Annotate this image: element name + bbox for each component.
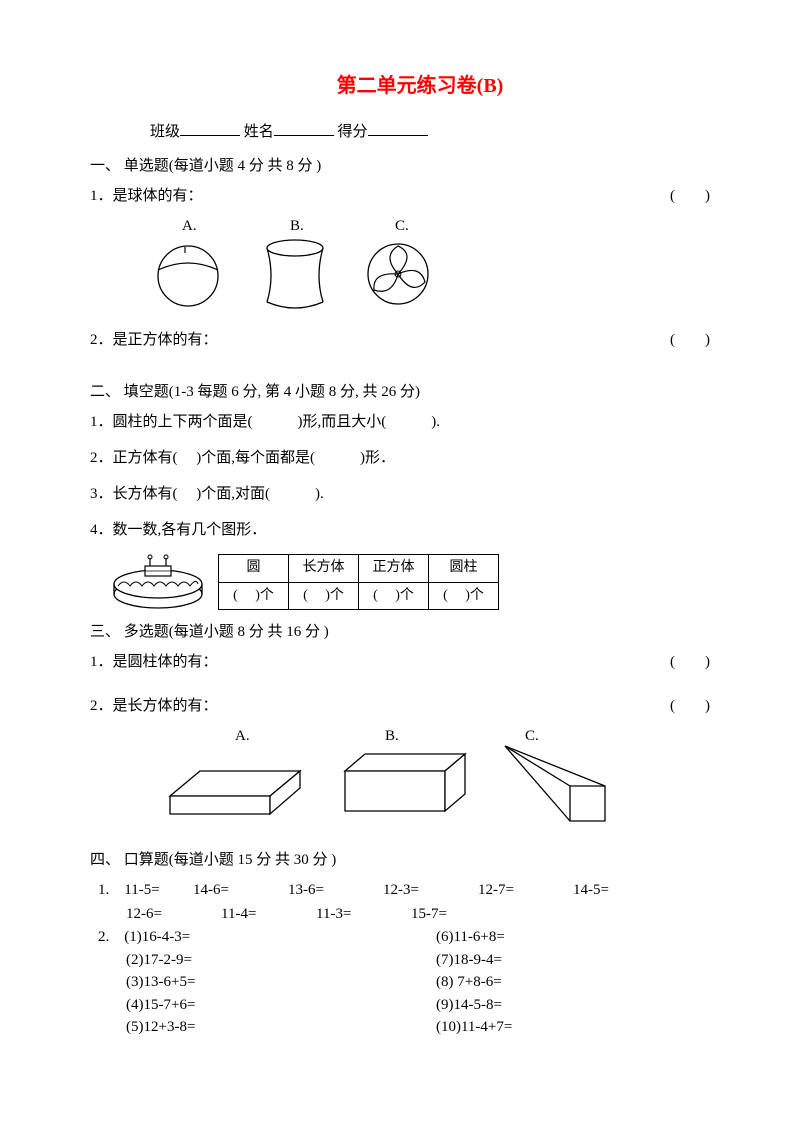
q2-9: (9)14-5-8= — [436, 994, 710, 1017]
label-class: 班级 — [150, 124, 180, 140]
c5: 12-7= — [478, 878, 573, 902]
s1-q1-figure: A. B. C. — [150, 216, 710, 316]
calc-row1b: 12-6= 11-4= 11-3= 15-7= — [126, 902, 710, 926]
s3-q2: 2．是长方体的有： ( ) — [90, 694, 710, 718]
label-name: 姓名 — [244, 124, 274, 140]
cell-cuboid[interactable]: ( )个 — [289, 582, 359, 609]
th-cube: 正方体 — [359, 555, 429, 582]
s2-q4: 4．数一数,各有几个图形． — [90, 518, 710, 542]
c10: 15-7= — [411, 902, 506, 926]
blank-name[interactable] — [274, 121, 334, 136]
s3-q1-answer[interactable]: ( ) — [670, 650, 710, 674]
label-a: A. — [182, 218, 197, 234]
s1-q2-text: 2．是正方体的有： — [90, 332, 218, 348]
section3-header: 三、 多选题(每道小题 8 分 共 16 分 ) — [90, 620, 710, 644]
s2-q2: 2．正方体有( )个面,每个面都是( )形． — [90, 446, 710, 470]
label-c: C. — [395, 218, 409, 234]
s3-q1: 1．是圆柱体的有： ( ) — [90, 650, 710, 674]
section2-header: 二、 填空题(1-3 每题 6 分, 第 4 小题 8 分, 共 26 分) — [90, 380, 710, 404]
q2-4: (4)15-7+6= — [126, 994, 400, 1017]
cell-cylinder[interactable]: ( )个 — [429, 582, 499, 609]
s3-q1-text: 1．是圆柱体的有： — [90, 654, 218, 670]
s1-q2: 2．是正方体的有： ( ) — [90, 328, 710, 352]
count-table: 圆 长方体 正方体 圆柱 ( )个 ( )个 ( )个 ( )个 — [218, 554, 499, 610]
sphere-options-svg: A. B. C. — [150, 216, 450, 316]
q2-1: 2. (1)16-4-3= — [98, 926, 400, 949]
label-c: C. — [525, 728, 539, 744]
s2-q3: 3．长方体有( )个面,对面( ). — [90, 482, 710, 506]
label-a: A. — [235, 728, 250, 744]
th-cylinder: 圆柱 — [429, 555, 499, 582]
s2-q1: 1．圆柱的上下两个面是( )形,而且大小( ). — [90, 410, 710, 434]
student-info: 班级 姓名 得分 — [150, 120, 710, 144]
blank-class[interactable] — [180, 121, 240, 136]
s1-q2-answer[interactable]: ( ) — [670, 328, 710, 352]
label-b: B. — [290, 218, 304, 234]
th-circle: 圆 — [219, 555, 289, 582]
cake-shape-icon — [108, 550, 208, 614]
q2-5: (5)12+3-8= — [126, 1016, 400, 1039]
section1-header: 一、 单选题(每道小题 4 分 共 8 分 ) — [90, 154, 710, 178]
s1-q1-text: 1．是球体的有： — [90, 188, 203, 204]
q2-2: (2)17-2-9= — [126, 949, 400, 972]
cell-circle[interactable]: ( )个 — [219, 582, 289, 609]
s3-q2-answer[interactable]: ( ) — [670, 694, 710, 718]
calc-q2: 2. (1)16-4-3= (2)17-2-9= (3)13-6+5= (4)1… — [90, 926, 710, 1039]
c3: 13-6= — [288, 878, 383, 902]
calc-col1: 2. (1)16-4-3= (2)17-2-9= (3)13-6+5= (4)1… — [90, 926, 400, 1039]
section4-header: 四、 口算题(每道小题 15 分 共 30 分 ) — [90, 848, 710, 872]
c6: 14-5= — [573, 878, 668, 902]
label-score: 得分 — [338, 124, 368, 140]
s2-q4-content: 圆 长方体 正方体 圆柱 ( )个 ( )个 ( )个 ( )个 — [90, 550, 710, 614]
c1: 1. 11-5= — [98, 878, 193, 902]
s1-q1-answer[interactable]: ( ) — [670, 184, 710, 208]
calc-q1: 1. 11-5= 14-6= 13-6= 12-3= 12-7= 14-5= 1… — [90, 878, 710, 926]
page-title: 第二单元练习卷(B) — [130, 70, 710, 102]
c8: 11-4= — [221, 902, 316, 926]
q2-7: (7)18-9-4= — [436, 949, 710, 972]
blank-score[interactable] — [368, 121, 428, 136]
cuboid-options-svg: A. B. C. — [150, 726, 610, 836]
c4: 12-3= — [383, 878, 478, 902]
calc-row1a: 1. 11-5= 14-6= 13-6= 12-3= 12-7= 14-5= — [98, 878, 710, 902]
q2-10: (10)11-4+7= — [436, 1016, 710, 1039]
cell-cube[interactable]: ( )个 — [359, 582, 429, 609]
s1-q1: 1．是球体的有： ( ) — [90, 184, 710, 208]
s3-q2-figure: A. B. C. — [150, 726, 710, 836]
s3-q2-text: 2．是长方体的有： — [90, 698, 218, 714]
c7: 12-6= — [126, 902, 221, 926]
q2-8: (8) 7+8-6= — [436, 971, 710, 994]
label-b: B. — [385, 728, 399, 744]
c9: 11-3= — [316, 902, 411, 926]
calc-col2: (6)11-6+8= (7)18-9-4= (8) 7+8-6= (9)14-5… — [400, 926, 710, 1039]
th-cuboid: 长方体 — [289, 555, 359, 582]
q2-6: (6)11-6+8= — [436, 926, 710, 949]
c2: 14-6= — [193, 878, 288, 902]
q2-3: (3)13-6+5= — [126, 971, 400, 994]
